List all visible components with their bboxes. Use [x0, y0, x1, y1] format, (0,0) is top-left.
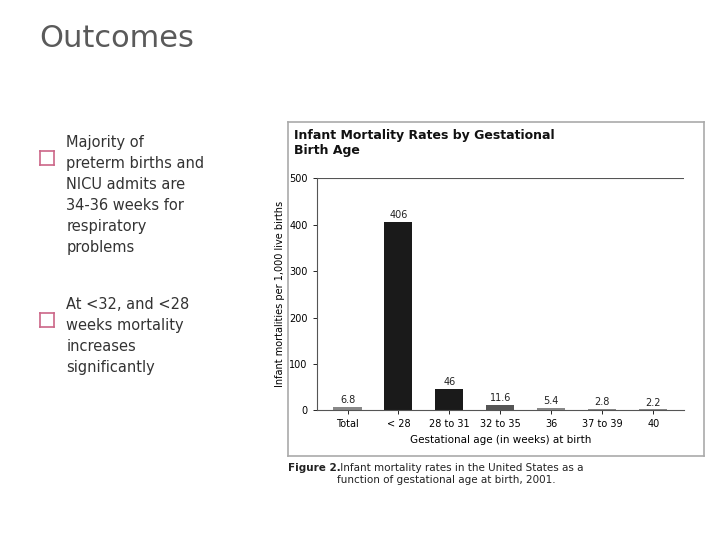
Text: 2.8: 2.8: [595, 397, 610, 407]
Text: Outcomes: Outcomes: [40, 24, 194, 53]
Bar: [487, 405, 514, 410]
Bar: [436, 389, 464, 410]
Text: Majority of
preterm births and
NICU admits are
34-36 weeks for
respiratory
probl: Majority of preterm births and NICU admi…: [66, 135, 204, 255]
Text: 6.8: 6.8: [340, 395, 355, 406]
Text: 11.6: 11.6: [490, 393, 511, 403]
X-axis label: Gestational age (in weeks) at birth: Gestational age (in weeks) at birth: [410, 435, 591, 445]
Bar: [333, 407, 361, 410]
Text: 5.4: 5.4: [544, 396, 559, 406]
Text: At <32, and <28
weeks mortality
increases
significantly: At <32, and <28 weeks mortality increase…: [66, 297, 189, 375]
Bar: [384, 222, 413, 410]
Text: Infant mortality rates in the United States as a
function of gestational age at : Infant mortality rates in the United Sta…: [337, 463, 583, 485]
Text: Infant Mortality Rates by Gestational
Birth Age: Infant Mortality Rates by Gestational Bi…: [294, 129, 554, 157]
Text: 2.2: 2.2: [646, 397, 661, 408]
Bar: [537, 408, 565, 410]
Y-axis label: Infant mortalities per 1,000 live births: Infant mortalities per 1,000 live births: [275, 201, 285, 387]
Bar: [639, 409, 667, 410]
Bar: [588, 409, 616, 410]
Text: Figure 2.: Figure 2.: [288, 463, 341, 474]
Text: 406: 406: [390, 210, 408, 220]
Text: 46: 46: [444, 377, 456, 387]
